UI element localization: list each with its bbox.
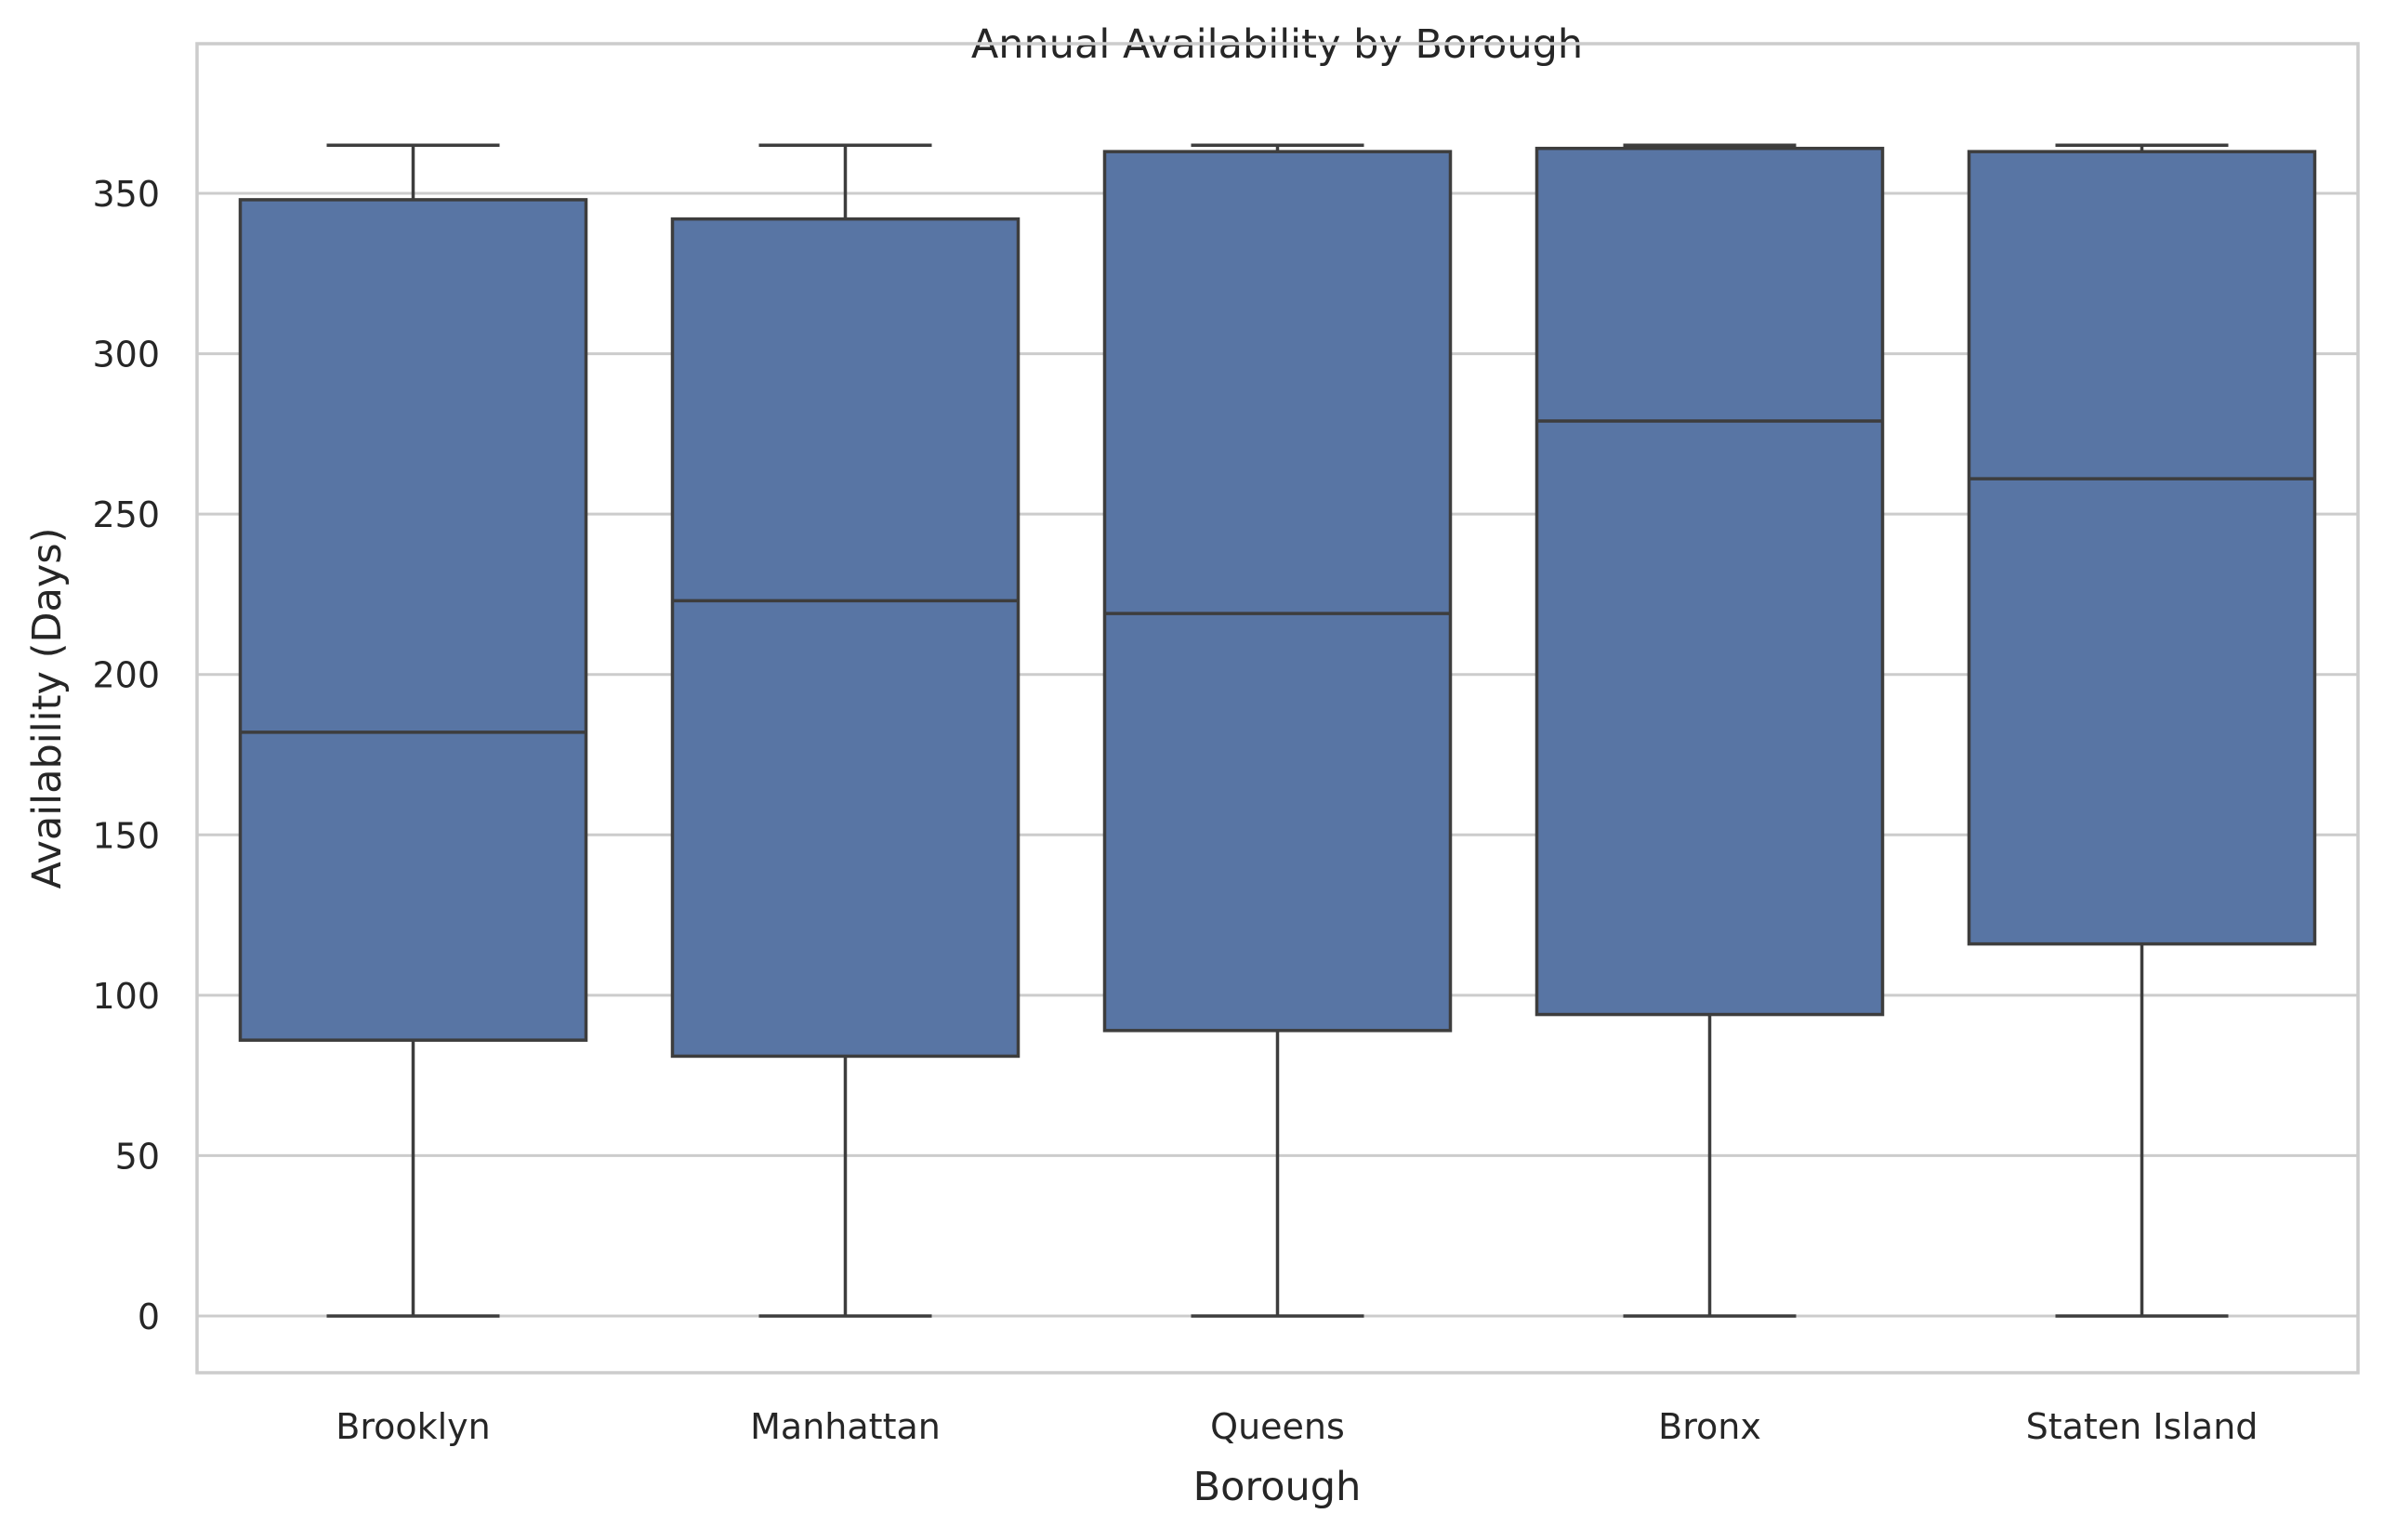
box-bronx: [1534, 143, 1885, 1318]
box-body: [238, 198, 588, 1042]
boxes-group: [238, 143, 2317, 1318]
x-tick-label: Staten Island: [2026, 1406, 2259, 1447]
plot-frame: [195, 42, 2360, 1375]
box-queens: [1102, 143, 1453, 1318]
box-body: [670, 217, 1021, 1059]
box-manhattan: [670, 143, 1021, 1318]
y-tick-label: 150: [92, 815, 160, 856]
x-tick-labels: Brooklyn Manhattan Queens Bronx Staten Islan…: [336, 1406, 2258, 1447]
x-tick-label: Bronx: [1658, 1406, 1761, 1447]
y-tick-label: 250: [92, 494, 160, 535]
x-axis-label: Borough: [1193, 1464, 1362, 1510]
y-tick-label: 0: [138, 1296, 160, 1337]
x-tick-label: Brooklyn: [336, 1406, 491, 1447]
box-body: [1967, 150, 2317, 946]
y-tick-label: 300: [92, 335, 160, 375]
y-tick-label: 350: [92, 174, 160, 215]
x-tick-label: Queens: [1210, 1406, 1345, 1447]
y-tick-label: 200: [92, 655, 160, 696]
box-staten-island: [1967, 143, 2317, 1318]
box-body: [1102, 150, 1453, 1033]
y-axis-label: Availability (Days): [24, 528, 71, 889]
y-tick-label: 50: [115, 1136, 160, 1177]
x-tick-label: Manhattan: [750, 1406, 941, 1447]
box-brooklyn: [238, 143, 588, 1318]
box-body: [1534, 146, 1885, 1017]
y-tick-label: 100: [92, 976, 160, 1017]
y-tick-labels: 0 50 100 150 200 250 300 350: [92, 174, 160, 1337]
